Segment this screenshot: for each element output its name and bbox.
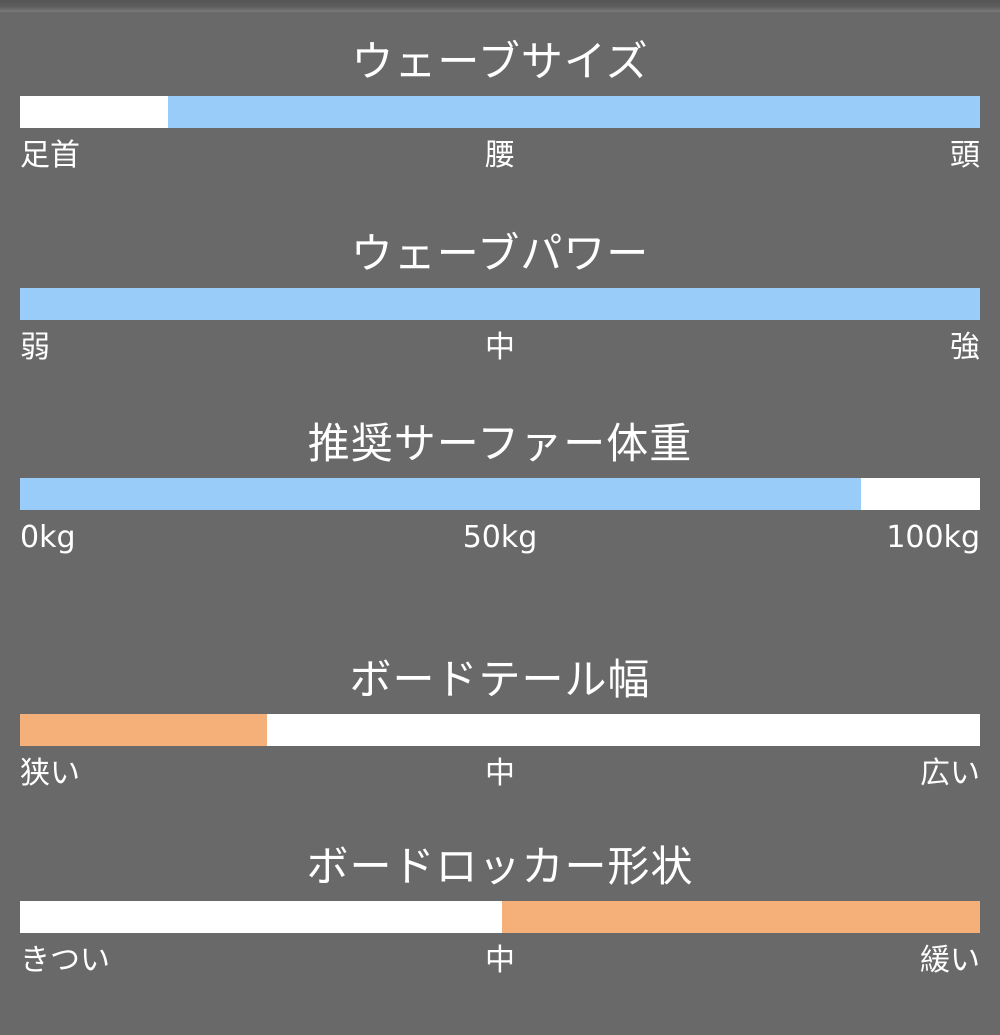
bar-segment [20, 901, 502, 933]
scale-label-center: 腰 [485, 138, 515, 173]
scale-label-left: 弱 [20, 330, 50, 365]
scale-label-center: 中 [485, 943, 515, 978]
scale-label-center: 中 [485, 756, 515, 791]
gauge-bar [20, 96, 980, 128]
gauge-title: ウェーブサイズ [351, 37, 649, 86]
gauge-bar [20, 288, 980, 320]
gauge-scale-labels: 弱 中 強 [20, 328, 980, 368]
gauge-scale-labels: 狭い 中 広い [20, 754, 980, 794]
bar-segment [20, 478, 861, 510]
gauge-title: ウェーブパワー [350, 229, 650, 278]
scale-label-right: 100kg [886, 520, 980, 555]
gauge-board-tail-width: ボードテール幅 狭い 中 広い [0, 652, 1000, 794]
gauge-wave-power: ウェーブパワー 弱 中 強 [0, 226, 1000, 368]
scale-label-right: 広い [920, 756, 980, 791]
gauge-bar [20, 901, 980, 933]
gauge-title: ボードロッカー形状 [306, 842, 694, 891]
bar-segment [501, 901, 980, 933]
scale-label-left: きつい [20, 943, 110, 978]
gauge-bar [20, 478, 980, 510]
top-shadow-strip [0, 0, 1000, 12]
scale-label-right: 頭 [950, 138, 980, 173]
gauge-scale-labels: 0kg 50kg 100kg [20, 518, 980, 558]
scale-label-left: 狭い [20, 756, 80, 791]
bar-segment [20, 288, 980, 320]
gauge-scale-labels: きつい 中 緩い [20, 941, 980, 981]
scale-label-right: 強 [950, 330, 980, 365]
gauge-title: 推奨サーファー体重 [307, 419, 693, 468]
bar-segment [167, 96, 980, 128]
bar-segment [266, 714, 980, 746]
scale-label-center: 中 [485, 330, 515, 365]
gauge-bar [20, 714, 980, 746]
gauge-board-rocker-shape: ボードロッカー形状 きつい 中 緩い [0, 839, 1000, 981]
bar-segment [20, 96, 168, 128]
bar-segment [860, 478, 980, 510]
gauge-recommended-surfer-weight: 推奨サーファー体重 0kg 50kg 100kg [0, 416, 1000, 558]
scale-label-right: 緩い [920, 943, 980, 978]
bar-segment [20, 714, 267, 746]
scale-label-center: 50kg [462, 520, 538, 555]
scale-label-left: 0kg [20, 520, 76, 555]
scale-label-left: 足首 [20, 138, 80, 173]
gauge-scale-labels: 足首 腰 頭 [20, 136, 980, 176]
gauge-wave-size: ウェーブサイズ 足首 腰 頭 [0, 34, 1000, 176]
gauge-title: ボードテール幅 [349, 655, 651, 704]
